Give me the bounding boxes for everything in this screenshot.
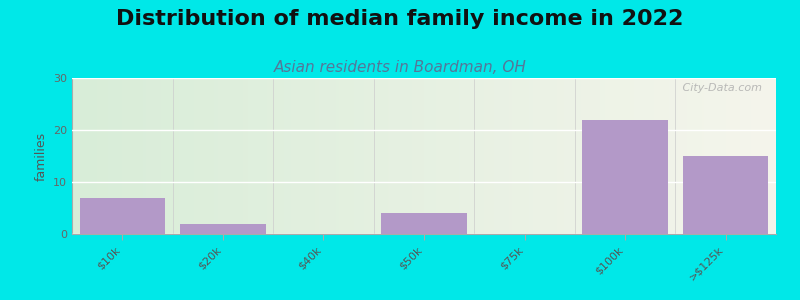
Bar (382, 213, 466, 234)
Y-axis label: families: families (34, 131, 47, 181)
Text: City-Data.com: City-Data.com (679, 83, 762, 93)
Bar (582, 120, 668, 234)
Bar (180, 224, 266, 234)
Bar (683, 156, 769, 234)
Bar (79, 198, 165, 234)
Text: Distribution of median family income in 2022: Distribution of median family income in … (116, 9, 684, 29)
Text: Asian residents in Boardman, OH: Asian residents in Boardman, OH (274, 60, 526, 75)
